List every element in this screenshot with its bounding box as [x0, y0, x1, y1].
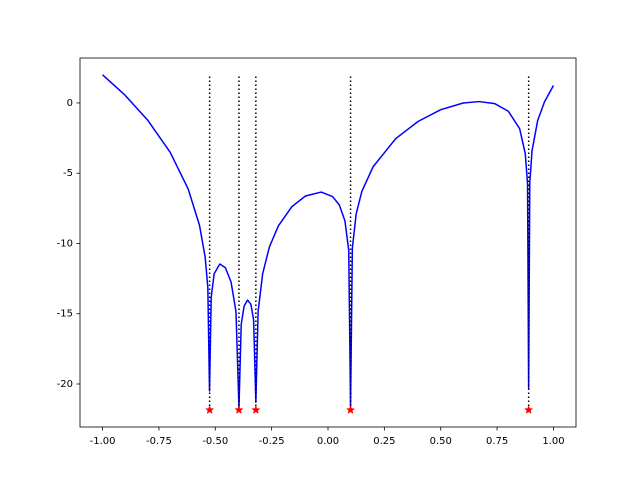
y-tick-label: 0 — [67, 98, 73, 109]
y-tick-label: -20 — [57, 379, 73, 390]
y-tick-label: -5 — [63, 168, 73, 179]
x-tick-label: 0.25 — [373, 436, 395, 447]
x-tick-label: 1.00 — [542, 436, 564, 447]
root-marker — [204, 405, 215, 414]
root-marker — [345, 405, 356, 414]
x-tick-label: -1.00 — [90, 436, 116, 447]
x-tick-label: 0.00 — [317, 436, 339, 447]
x-tick-label: -0.50 — [202, 436, 228, 447]
x-tick-label: -0.25 — [259, 436, 285, 447]
y-tick-label: -10 — [57, 238, 73, 249]
root-marker — [251, 405, 261, 414]
y-tick-label: -15 — [57, 309, 73, 320]
root-marker — [523, 405, 534, 414]
root-marker — [234, 405, 244, 414]
x-tick-label: -0.75 — [146, 436, 172, 447]
plot-frame — [79, 57, 577, 428]
x-tick-label: 0.75 — [486, 436, 508, 447]
x-tick-label: 0.50 — [430, 436, 452, 447]
curve — [102, 74, 555, 409]
